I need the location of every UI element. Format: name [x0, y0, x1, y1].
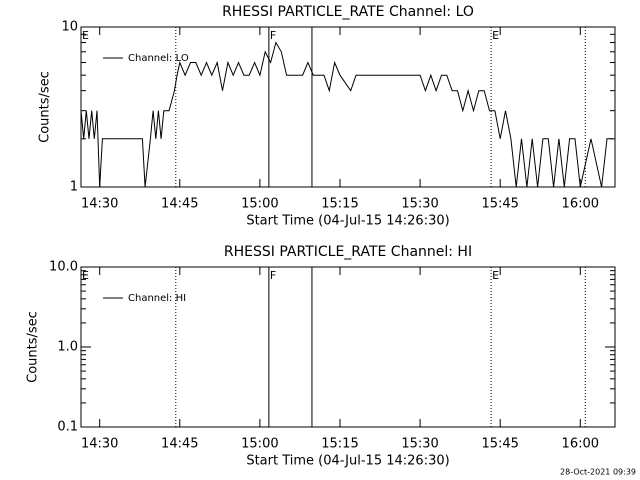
x-tick-label: 15:15: [321, 197, 358, 212]
chart-title: RHESSI PARTICLE_RATE Channel: LO: [222, 4, 474, 20]
x-axis-label: Start Time (04-Jul-15 14:26:30): [246, 214, 449, 229]
y-axis-label: Counts/sec: [26, 311, 41, 383]
y-tick-label: 0.1: [57, 420, 78, 435]
x-tick-label: 14:45: [161, 197, 198, 212]
event-label: F: [270, 29, 276, 42]
x-tick-label: 15:30: [401, 437, 438, 452]
y-tick-label: 10.0: [49, 260, 78, 275]
event-label: E: [82, 269, 89, 282]
y-axis-label: Counts/sec: [38, 71, 53, 143]
x-tick-label: 15:00: [241, 437, 278, 452]
x-tick-label: 15:45: [481, 197, 518, 212]
plot-frame: [80, 266, 616, 428]
x-tick-label: 14:45: [161, 437, 198, 452]
legend-label: Channel: HI: [128, 293, 186, 304]
legend-label: Channel: LO: [128, 53, 189, 64]
event-label: E: [82, 29, 89, 42]
y-tick-label: 1.0: [57, 340, 78, 355]
timestamp: 28-Oct-2021 09:39: [560, 468, 636, 477]
x-tick-label: 16:00: [562, 437, 599, 452]
x-tick-label: 15:00: [241, 197, 278, 212]
x-tick-label: 14:30: [81, 197, 118, 212]
event-label: F: [270, 269, 276, 282]
y-tick-label: 10: [61, 20, 78, 35]
x-tick-label: 14:30: [81, 437, 118, 452]
chart-title: RHESSI PARTICLE_RATE Channel: HI: [224, 244, 472, 260]
x-tick-label: 15:45: [481, 437, 518, 452]
event-label: E: [492, 29, 499, 42]
y-tick-label: 1: [70, 180, 78, 195]
x-tick-label: 15:15: [321, 437, 358, 452]
x-tick-label: 15:30: [401, 197, 438, 212]
x-tick-label: 16:00: [562, 197, 599, 212]
plot-frame: [80, 26, 616, 188]
data-line: [80, 41, 613, 188]
event-label: E: [492, 269, 499, 282]
x-axis-label: Start Time (04-Jul-15 14:26:30): [246, 454, 449, 469]
